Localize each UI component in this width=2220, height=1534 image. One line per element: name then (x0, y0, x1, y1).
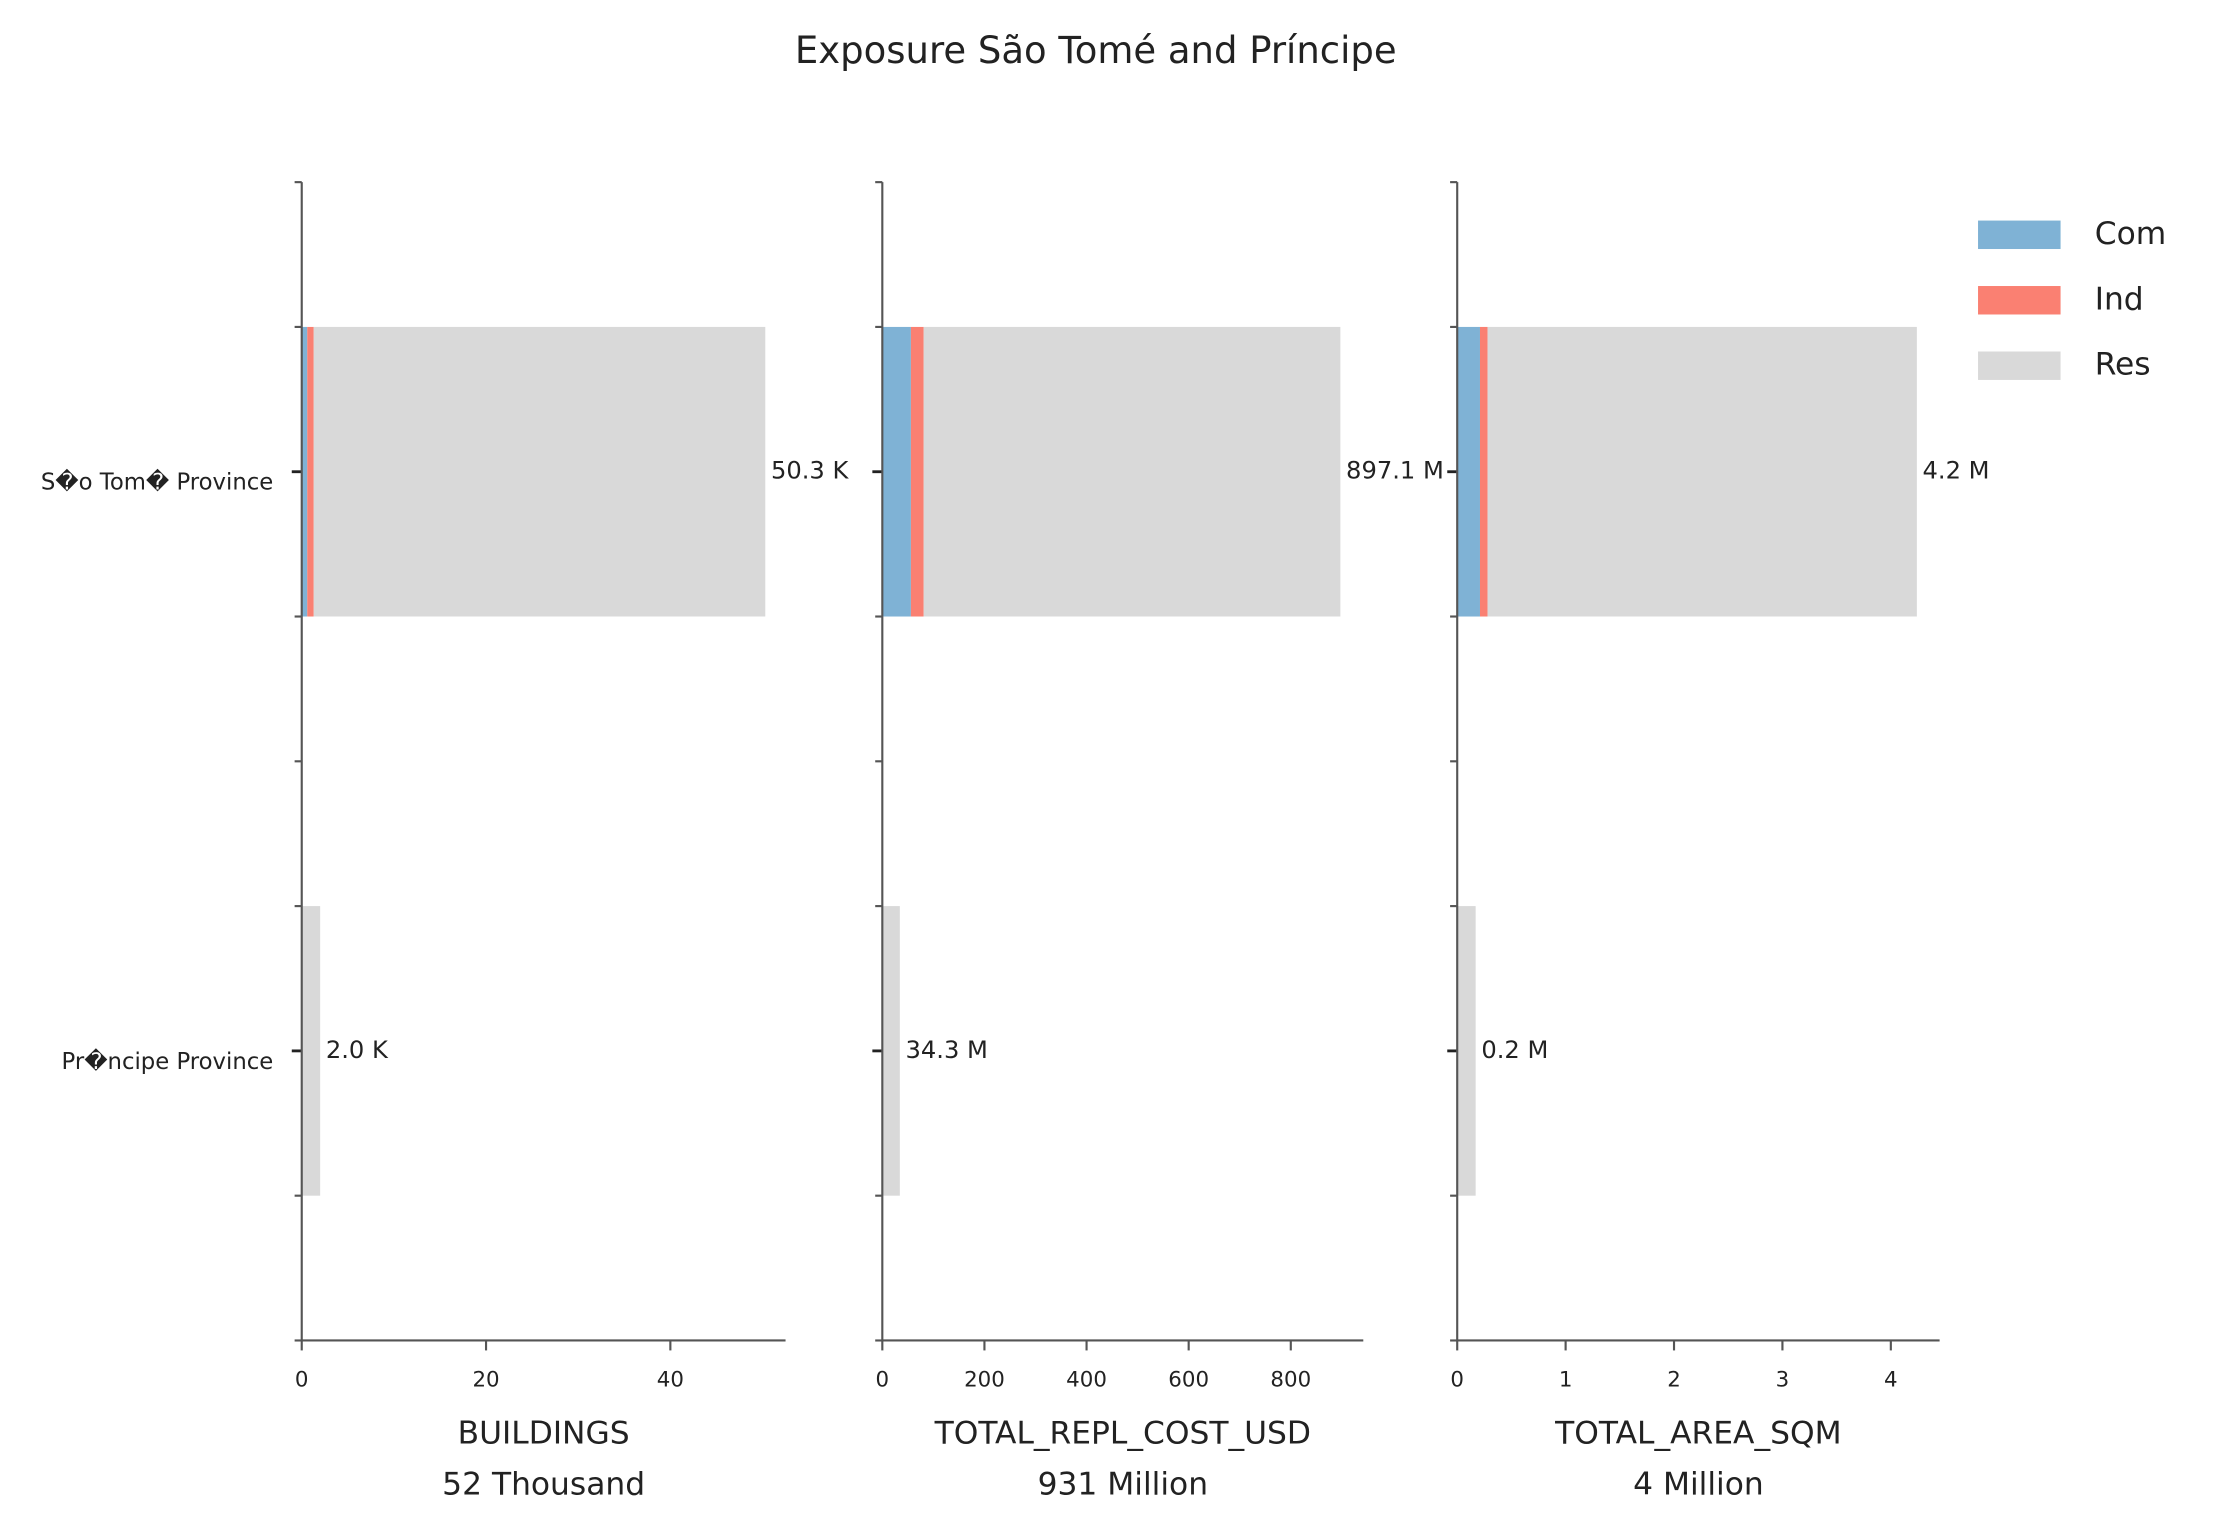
legend-label: Ind (2095, 281, 2144, 317)
bar-segment (1457, 906, 1476, 1196)
x-tick-label: 200 (964, 1367, 1005, 1392)
x-axis-label: BUILDINGS (458, 1415, 630, 1451)
total-label: 34.3 M (906, 1036, 988, 1064)
total-label: 4.2 M (1923, 457, 1990, 485)
x-tick-label: 0 (876, 1367, 890, 1392)
x-axis-label: 52 Thousand (442, 1467, 645, 1503)
total-label: 50.3 K (771, 457, 850, 485)
total-label: 2.0 K (326, 1036, 389, 1064)
bar-segment (1457, 326, 1480, 617)
x-tick-label: 2 (1667, 1367, 1681, 1392)
y-tick-label: S�o Tom� Province (41, 469, 273, 496)
bar-segment (313, 326, 766, 617)
bar-segment (1487, 326, 1917, 617)
x-tick-label: 600 (1168, 1367, 1209, 1392)
x-tick-label: 0 (1450, 1367, 1464, 1392)
bar-segment (923, 326, 1341, 617)
y-tick-label: Pr�ncipe Province (62, 1048, 274, 1075)
x-tick-label: 3 (1776, 1367, 1790, 1392)
legend-swatch (1978, 286, 2061, 315)
x-tick-label: 1 (1559, 1367, 1573, 1392)
x-tick-label: 20 (472, 1367, 499, 1392)
total-label: 0.2 M (1481, 1036, 1548, 1064)
x-tick-label: 800 (1270, 1367, 1311, 1392)
bar-segment (1479, 326, 1488, 617)
legend-label: Res (2095, 347, 2151, 383)
x-axis-label: TOTAL_REPL_COST_USD (934, 1415, 1311, 1451)
x-tick-label: 40 (657, 1367, 684, 1392)
bar-segment (301, 906, 321, 1196)
total-label: 897.1 M (1346, 457, 1444, 485)
legend-label: Com (2095, 216, 2166, 252)
bar-segment (307, 326, 314, 617)
x-axis-label: 4 Million (1633, 1467, 1764, 1503)
bar-segment (301, 326, 308, 617)
x-tick-label: 400 (1066, 1367, 1107, 1392)
bar-segment (882, 906, 900, 1196)
legend-swatch (1978, 220, 2061, 250)
x-tick-label: 0 (295, 1367, 309, 1392)
legend-swatch (1978, 351, 2061, 380)
x-axis-label: 931 Million (1038, 1467, 1208, 1503)
chart-title: Exposure São Tomé and Príncipe (795, 29, 1397, 72)
x-tick-label: 4 (1884, 1367, 1898, 1392)
bar-segment (910, 326, 924, 617)
x-axis-label: TOTAL_AREA_SQM (1554, 1415, 1841, 1451)
bar-segment (882, 326, 911, 617)
